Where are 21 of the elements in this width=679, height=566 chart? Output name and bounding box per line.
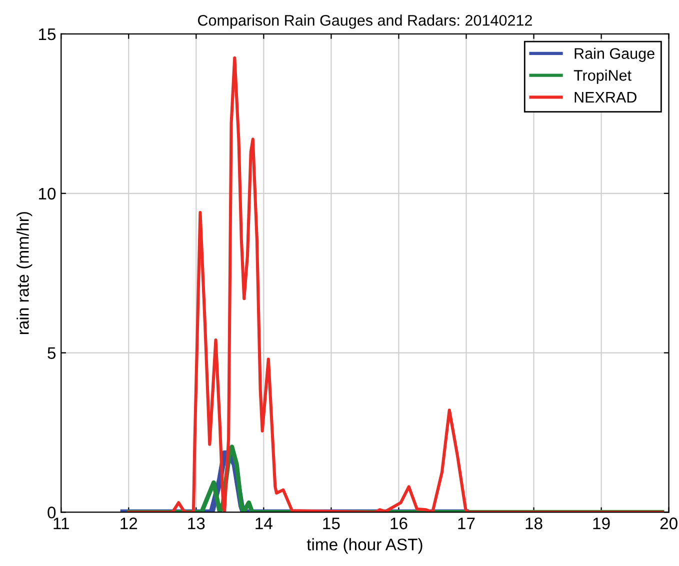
x-tick-label: 13: [188, 518, 205, 530]
x-tick-label: 12: [120, 518, 138, 530]
x-tick-label: 16: [390, 518, 408, 530]
line-series: [126, 444, 664, 512]
legend-label: TropiNet: [574, 70, 632, 84]
x-tick-label: 18: [526, 518, 542, 530]
y-tick-label: 10: [38, 188, 56, 200]
legend-label: NEXRAD: [574, 92, 636, 103]
x-axis-title: time (hour AST): [306, 538, 422, 554]
y-tick-label: 5: [48, 347, 56, 360]
x-tick-label: 19: [593, 518, 610, 530]
x-tick-label: 17: [458, 518, 475, 530]
x-tick-label: 20: [660, 518, 678, 530]
x-tick-label: 14: [256, 518, 272, 530]
x-tick-label: 11: [54, 518, 69, 530]
y-tick-label: 0: [48, 506, 56, 518]
legend-label: Rain Gauge: [574, 48, 654, 62]
chart-title: Comparison Rain Gauges and Radars: 20140212: [198, 14, 532, 29]
y-tick-label: 15: [38, 28, 56, 40]
y-axis-title: rain rate (mm/hr): [16, 212, 32, 334]
x-tick-label: 15: [323, 518, 340, 530]
